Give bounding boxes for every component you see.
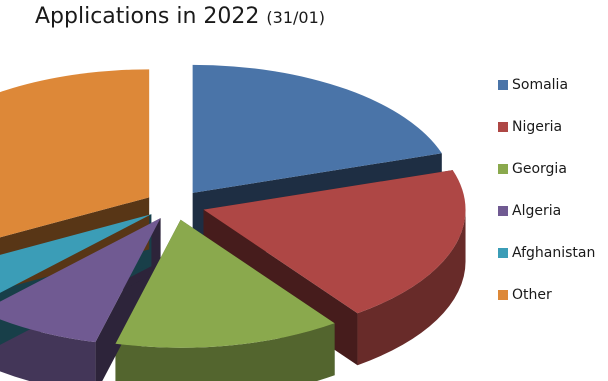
chart-subtitle: (31/01) bbox=[266, 8, 326, 27]
legend-swatch bbox=[498, 290, 508, 300]
legend-label: Nigeria bbox=[512, 119, 563, 135]
legend-swatch bbox=[498, 164, 508, 174]
pie-slice-algeria[interactable] bbox=[0, 218, 161, 343]
legend-label: Other bbox=[512, 287, 552, 303]
legend-label: Algeria bbox=[512, 203, 562, 219]
legend-swatch bbox=[498, 248, 508, 258]
legend-item-other: Other bbox=[498, 274, 595, 316]
pie-slice-nigeria[interactable] bbox=[203, 170, 466, 314]
legend-swatch bbox=[498, 80, 508, 90]
pie-slice-other[interactable] bbox=[0, 69, 150, 259]
legend-swatch bbox=[498, 206, 508, 216]
pie-slice-georgia[interactable] bbox=[115, 219, 335, 348]
pie-edge-algeria bbox=[0, 319, 96, 381]
legend-label: Afghanistan bbox=[512, 245, 596, 261]
legend-label: Somalia bbox=[512, 77, 569, 93]
legend-item-nigeria: Nigeria bbox=[498, 106, 595, 148]
legend-item-algeria: Algeria bbox=[498, 190, 595, 232]
legend-item-georgia: Georgia bbox=[498, 148, 595, 190]
chart-legend: Somalia Nigeria Georgia Algeria Afghanistan O… bbox=[498, 64, 595, 316]
legend-label: Georgia bbox=[512, 161, 567, 177]
pie-slice-afghanistan[interactable] bbox=[0, 214, 152, 307]
chart-title: Applications in 2022 (31/01) bbox=[35, 4, 325, 29]
legend-swatch bbox=[498, 122, 508, 132]
chart-title-main: Applications in 2022 bbox=[35, 4, 260, 29]
legend-item-afghanistan: Afghanistan bbox=[498, 232, 595, 274]
pie-edge-nigeria bbox=[357, 209, 466, 366]
pie-edge-georgia bbox=[115, 323, 335, 381]
pie-slice-somalia[interactable] bbox=[192, 64, 442, 193]
legend-item-somalia: Somalia bbox=[498, 64, 595, 106]
